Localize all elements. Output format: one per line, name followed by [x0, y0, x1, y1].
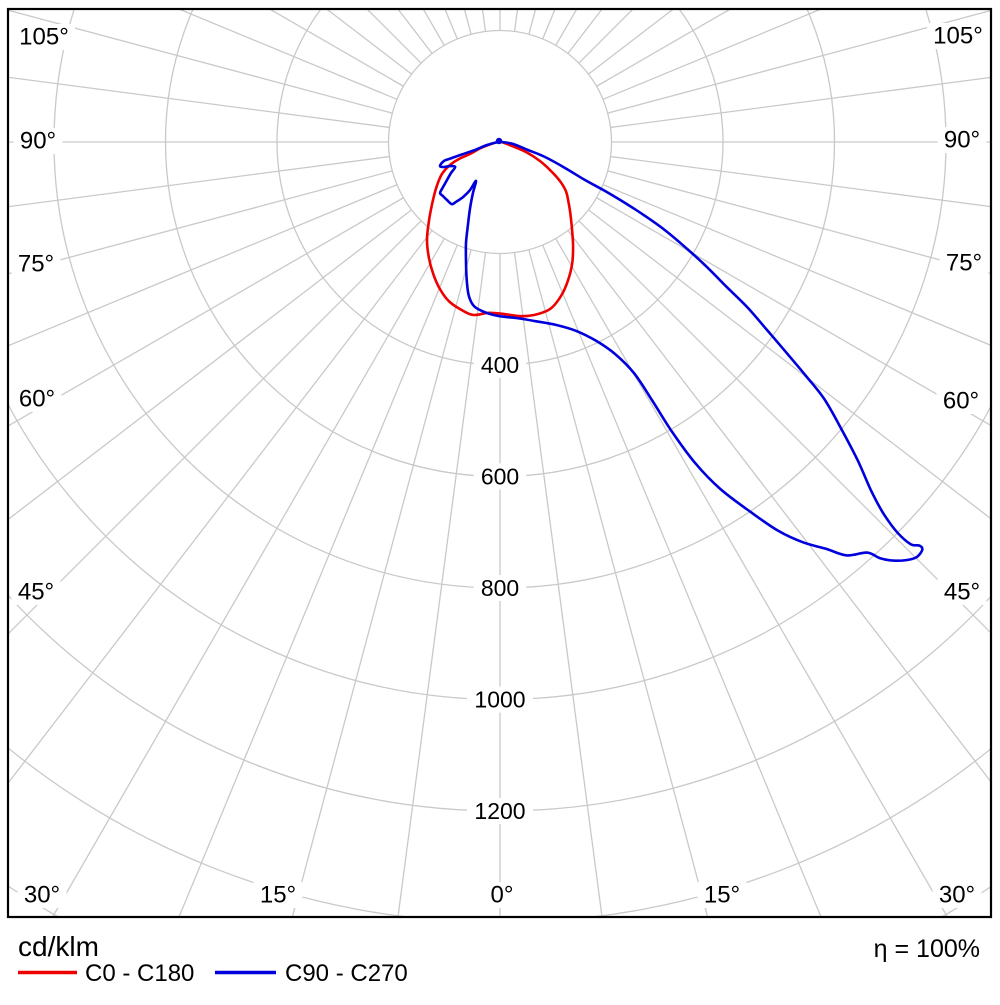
angle-label-90deg-13: 90° [944, 127, 980, 154]
grid-spoke [607, 9, 991, 114]
grid-spoke [588, 209, 991, 520]
angle-label-mask [697, 882, 747, 908]
grid-spoke [268, 9, 404, 87]
angle-label-30deg-5: 30° [24, 882, 60, 909]
ring-label-1000: 1000 [474, 687, 525, 713]
legend-label-c0-c180: C0 - C180 [85, 960, 194, 987]
photometric-curves [425, 137, 924, 563]
angle-label-mask [936, 388, 986, 414]
angle-label-30deg-9: 30° [939, 882, 975, 909]
grid-spoke [8, 76, 390, 129]
angle-label-45deg-4: 45° [18, 579, 54, 606]
efficiency-label: η = 100% [874, 935, 980, 963]
ring-label-mask [473, 575, 527, 601]
grid-spoke [528, 249, 709, 917]
grid-spoke [51, 238, 445, 917]
legend: cd/klm C0 - C180 C90 - C270 η = 100% [18, 931, 980, 987]
angle-label-mask [927, 23, 989, 49]
grid-spoke [596, 9, 732, 87]
grid-spoke [8, 9, 393, 114]
angle-label-45deg-10: 45° [944, 579, 980, 606]
angle-label-mask [932, 882, 982, 908]
angle-labels: 105° 90° 75° 60° 45° 30° 15° 0° 15° 30° 45° 60° 75° 9… [11, 23, 989, 909]
grid-spoke [8, 230, 433, 785]
angle-label-75deg-12: 75° [946, 250, 982, 277]
angle-label-15deg-8: 15° [704, 882, 740, 909]
legend-label-c90-c270: C90 - C270 [285, 960, 408, 987]
ring-label-mask [473, 352, 527, 378]
grid-spoke [607, 170, 991, 275]
angle-label-mask [17, 882, 67, 908]
ring-label-mask [467, 686, 533, 713]
angle-label-105deg-0: 105° [19, 24, 69, 51]
angle-label-mask [11, 579, 61, 605]
ring-label-mask [467, 798, 533, 824]
grid-spoke [555, 238, 949, 917]
angle-label-90deg-1: 90° [20, 128, 56, 155]
grid-spoke [567, 230, 991, 783]
grid-spoke [397, 252, 487, 917]
grid-spoke [178, 244, 458, 917]
angle-label-mask [12, 386, 62, 412]
ring-label-400: 400 [481, 352, 519, 378]
angle-label-15deg-6: 15° [260, 882, 296, 909]
angle-label-mask [484, 882, 520, 908]
grid-spoke [8, 184, 398, 347]
grid-spoke [513, 252, 603, 917]
grid-spoke [177, 9, 398, 100]
angle-label-mask [13, 24, 75, 50]
ring-label-600: 600 [481, 464, 519, 490]
angle-label-75deg-2: 75° [18, 251, 54, 278]
grid-spoke [610, 76, 991, 129]
angle-label-mask [253, 882, 303, 908]
angle-label-0deg-7: 0° [491, 882, 514, 909]
ring-label-800: 800 [481, 575, 519, 601]
angle-label-60deg-3: 60° [19, 386, 55, 413]
grid-spoke [542, 244, 822, 917]
radial-value-labels: 400 600 800 1000 1200 [467, 352, 533, 824]
ring-label-mask [473, 463, 527, 490]
plot-border [6, 7, 993, 919]
origin-dot [495, 137, 503, 145]
c90-c270-curve [438, 140, 924, 563]
grid-spoke [8, 209, 412, 521]
grid-spoke [610, 155, 991, 208]
angle-label-mask [13, 128, 63, 154]
grid-spoke [8, 170, 393, 275]
grid-spoke [602, 9, 823, 100]
ring-label-1200: 1200 [474, 798, 525, 824]
grid-spoke [8, 155, 390, 208]
angle-label-mask [937, 579, 987, 605]
angle-label-mask [939, 250, 989, 276]
unit-label: cd/klm [18, 931, 99, 962]
angle-label-mask [11, 251, 61, 277]
grid-spoke [602, 184, 991, 347]
grid-spoke [291, 249, 472, 917]
angle-label-105deg-14: 105° [933, 23, 983, 50]
grid-spoke [8, 220, 422, 635]
angle-label-mask [937, 127, 987, 153]
grid-spoke [578, 220, 991, 634]
angle-label-60deg-11: 60° [943, 388, 979, 415]
